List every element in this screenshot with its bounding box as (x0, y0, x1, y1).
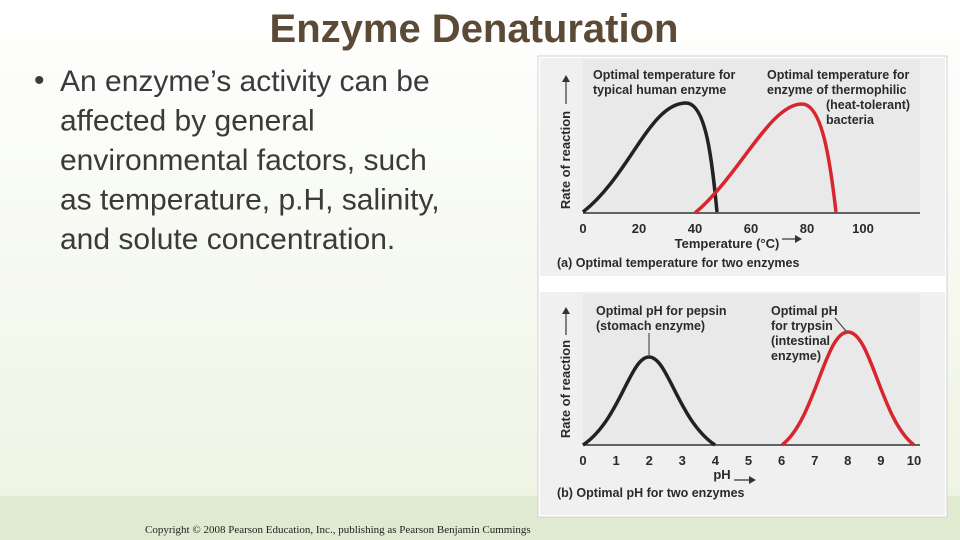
figure-label: typical human enzyme (593, 83, 726, 97)
x-tick-label: 0 (579, 221, 586, 236)
figure-label: Optimal pH for pepsin (596, 304, 727, 318)
figure-label: Optimal pH (771, 304, 838, 318)
panel-caption: (b) Optimal pH for two enzymes (557, 486, 745, 500)
x-tick-label: 80 (800, 221, 814, 236)
x-tick-label: 20 (632, 221, 646, 236)
panel-b-plot (583, 294, 920, 445)
x-tick-label: 10 (907, 453, 921, 468)
figure-label: enzyme of thermophilic (767, 83, 907, 97)
bullet-line: and solute concentration. (60, 223, 395, 256)
figure-label: (heat-tolerant) (826, 98, 910, 112)
bullet-line: affected by general (60, 105, 315, 138)
bullet-line: An enzyme’s activity can be (60, 65, 430, 98)
thermophile-curve (693, 102, 838, 215)
x-tick-label: 1 (612, 453, 619, 468)
bullet-line: environmental factors, such (60, 144, 427, 177)
figure-label: (intestinal (771, 334, 830, 348)
figure-label: bacteria (826, 113, 875, 127)
arrow-head (562, 307, 570, 314)
figure-label: enzyme) (771, 349, 821, 363)
x-tick-label: 0 (579, 453, 586, 468)
pepsin-curve (582, 355, 716, 447)
x-tick-label: 60 (744, 221, 758, 236)
figure-label: for trypsin (771, 319, 833, 333)
x-axis-label: Temperature (°C) (675, 236, 780, 251)
x-tick-label: 6 (778, 453, 785, 468)
bullet-text: An enzyme’s activity can be affected by g… (60, 65, 440, 256)
x-tick-label: 3 (679, 453, 686, 468)
x-axis-label: pH (713, 467, 730, 482)
x-tick-label: 40 (688, 221, 702, 236)
human-enzyme-curve (581, 101, 719, 214)
slide-title: Enzyme Denaturation (270, 7, 679, 51)
y-axis-label: Rate of reaction (558, 340, 573, 438)
bullet-line: as temperature, p.H, salinity, (60, 184, 440, 217)
figure-label: Optimal temperature for (767, 68, 910, 82)
bullet-marker: • (34, 64, 45, 97)
x-tick-label: 100 (852, 221, 874, 236)
leader-line (834, 317, 847, 332)
x-tick-label: 4 (712, 453, 720, 468)
trypsin-curve (780, 330, 916, 447)
x-tick-label: 7 (811, 453, 818, 468)
x-tick-label: 8 (844, 453, 851, 468)
x-tick-label: 5 (745, 453, 752, 468)
copyright: Copyright © 2008 Pearson Education, Inc.… (145, 524, 531, 536)
y-axis-label: Rate of reaction (558, 111, 573, 209)
panel-caption: (a) Optimal temperature for two enzymes (557, 256, 799, 270)
arrow-head (795, 235, 802, 243)
panel-a-plot (583, 60, 920, 213)
arrow-head (749, 476, 756, 484)
figure-label: Optimal temperature for (593, 68, 736, 82)
figure-label: (stomach enzyme) (596, 319, 705, 333)
arrow-head (562, 75, 570, 82)
x-tick-label: 9 (877, 453, 884, 468)
x-tick-label: 2 (646, 453, 653, 468)
